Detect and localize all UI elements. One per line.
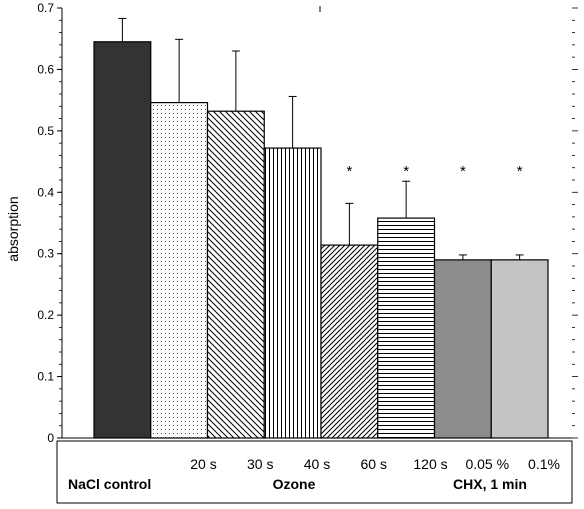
y-axis-ticks: 0 0.1 0.2 0.3 0.4 0.5 0.6 0.7 [37, 1, 62, 445]
category-label-4: 60 s [361, 456, 387, 472]
bar-2 [206, 110, 265, 439]
bar-3 [263, 147, 322, 439]
y-tick-label-2: 0.2 [37, 308, 54, 322]
significance-star-5: * [403, 163, 409, 180]
bar-7 [490, 259, 549, 439]
bar-6 [433, 259, 492, 439]
y-tick-label-3: 0.3 [37, 247, 54, 261]
category-label-6: 0.05 % [465, 456, 509, 472]
bar-4 [320, 244, 379, 439]
group-label-chx: CHX, 1 min [453, 476, 527, 492]
category-label-2: 30 s [247, 456, 273, 472]
significance-star-6: * [460, 163, 466, 180]
right-axis-ticks [572, 7, 578, 439]
category-labels: 20 s 30 s 40 s 60 s 120 s 0.05 % 0.1% [190, 456, 560, 472]
bar-1 [150, 101, 209, 439]
bars [93, 41, 549, 439]
y-axis-label: absorption [5, 196, 21, 261]
category-label-box [56, 440, 573, 504]
y-tick-label-7: 0.7 [37, 1, 54, 15]
bar-0 [93, 41, 152, 439]
significance-markers: * * * * [346, 163, 522, 180]
bar-5 [377, 217, 436, 439]
category-label-1: 20 s [190, 456, 216, 472]
y-tick-label-1: 0.1 [37, 370, 54, 384]
category-label-7: 0.1% [528, 456, 560, 472]
error-bars [118, 17, 524, 260]
y-tick-label-0: 0 [47, 431, 54, 445]
category-label-5: 120 s [413, 456, 447, 472]
y-tick-label-5: 0.5 [37, 124, 54, 138]
category-label-3: 40 s [304, 456, 330, 472]
group-label-nacl-control: NaCl control [68, 476, 151, 492]
significance-star-7: * [517, 163, 523, 180]
group-label-ozone: Ozone [273, 476, 316, 492]
y-tick-label-4: 0.4 [37, 185, 54, 199]
y-tick-label-6: 0.6 [37, 62, 54, 76]
significance-star-4: * [346, 163, 352, 180]
